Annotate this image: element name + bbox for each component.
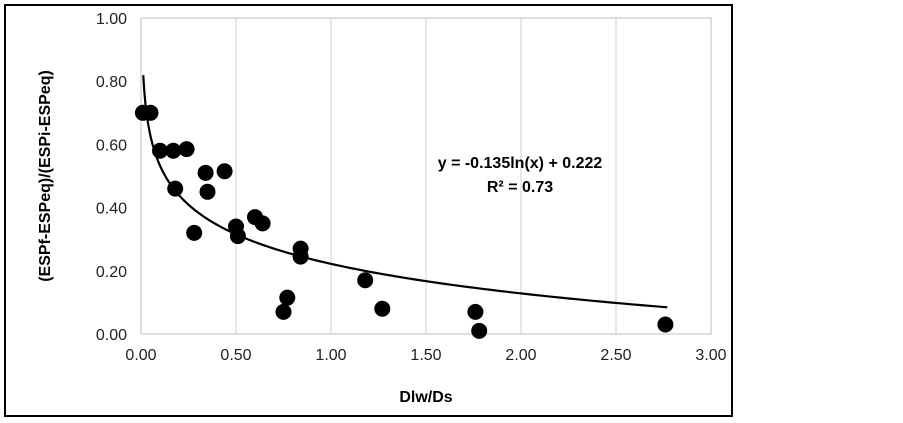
y-tick-label: 0.40 — [96, 201, 127, 218]
data-point — [178, 141, 195, 158]
x-tick-label: 1.50 — [410, 347, 441, 364]
data-point — [197, 164, 214, 181]
y-tick-label: 0.00 — [96, 327, 127, 344]
trendline-r-squared: R² = 0.73 — [487, 179, 553, 196]
y-tick-label: 0.20 — [96, 264, 127, 281]
data-point — [216, 163, 233, 180]
data-point — [199, 183, 216, 200]
trendline-equation: y = -0.135ln(x) + 0.222 — [438, 155, 603, 172]
data-point — [167, 180, 184, 197]
data-point — [229, 228, 246, 245]
y-tick-label: 0.80 — [96, 74, 127, 91]
x-tick-label: 3.00 — [695, 347, 726, 364]
trendline — [142, 75, 668, 309]
y-tick-label: 1.00 — [96, 11, 127, 28]
plot-area-border — [140, 17, 712, 335]
data-point — [275, 303, 292, 320]
y-axis-ticks: 0.00 0.20 0.40 0.60 0.80 1.00 — [96, 11, 127, 344]
data-points — [134, 104, 674, 339]
data-point — [152, 142, 168, 159]
y-tick-label: 0.60 — [96, 137, 127, 154]
x-tick-label: 2.00 — [505, 347, 536, 364]
y-axis-title: (ESPf-ESPeq)/(ESPi-ESPeq) — [37, 70, 54, 282]
x-tick-label: 0.00 — [125, 347, 156, 364]
data-point — [471, 322, 488, 339]
data-point — [254, 215, 271, 232]
x-axis-title: Dlw/Ds — [399, 389, 452, 406]
data-point — [142, 104, 159, 121]
data-point — [279, 289, 296, 306]
data-point — [374, 300, 391, 317]
data-point — [467, 303, 484, 320]
chart-frame: 0.00 0.20 0.40 0.60 0.80 1.00 0.00 0.50 1.00 1.5… — [4, 4, 733, 417]
data-point — [357, 272, 374, 289]
data-point — [657, 316, 674, 333]
data-point — [186, 224, 203, 241]
x-tick-label: 2.50 — [600, 347, 631, 364]
x-tick-label: 0.50 — [220, 347, 251, 364]
x-axis-ticks: 0.00 0.50 1.00 1.50 2.00 2.50 3.00 — [125, 347, 726, 364]
x-tick-label: 1.00 — [315, 347, 346, 364]
data-point — [165, 142, 182, 159]
scatter-chart: 0.00 0.20 0.40 0.60 0.80 1.00 0.00 0.50 1.00 1.5… — [37, 11, 727, 406]
data-point — [292, 248, 309, 265]
